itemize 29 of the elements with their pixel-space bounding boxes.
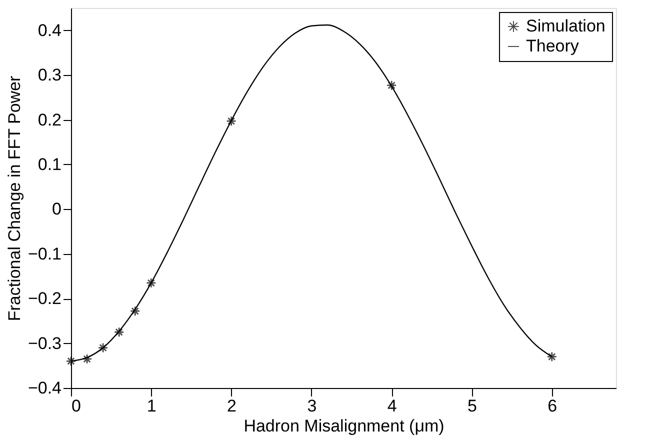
y-tick-label: 0.2: [38, 110, 62, 130]
x-tick-label: 2: [227, 396, 237, 416]
x-tick-label: 4: [387, 396, 397, 416]
y-tick-label: 0.4: [38, 20, 62, 40]
point: [146, 278, 156, 288]
point: [66, 356, 76, 366]
x-tick-label: 3: [307, 396, 317, 416]
x-tick-label: 1: [146, 396, 156, 416]
legend-label: Simulation: [526, 16, 606, 36]
y-tick-label: 0.1: [38, 154, 62, 174]
x-tick-label: 0: [72, 396, 81, 416]
x-tick-label: 6: [548, 396, 558, 416]
x-tick-label: 5: [468, 396, 477, 416]
y-axis-title: Fractional Change in FFT Power: [4, 75, 24, 322]
point: [98, 342, 108, 353]
point: [386, 80, 397, 91]
y-tick-label: 0: [52, 200, 62, 219]
legend-label: Theory: [526, 36, 580, 56]
y-tick-label: −0.1: [28, 244, 62, 264]
point: [546, 352, 558, 362]
point: [226, 116, 236, 126]
y-tick-label: −0.2: [28, 289, 62, 308]
point: [82, 354, 92, 364]
point: [114, 326, 124, 338]
y-tick-label: −0.3: [28, 334, 62, 353]
y-tick-label: −0.4: [28, 378, 62, 398]
x-axis-title: Hadron Misalignment (μm): [244, 416, 444, 436]
y-tick-label: 0.3: [38, 66, 62, 85]
point: [130, 306, 140, 316]
